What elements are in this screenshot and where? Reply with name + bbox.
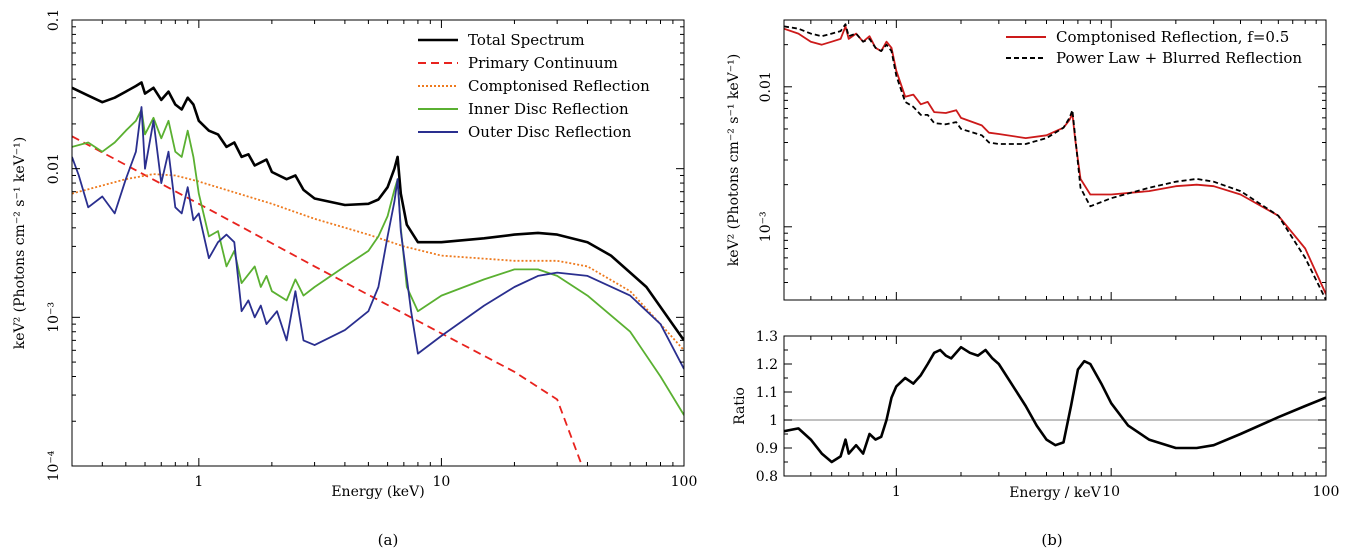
panel-a-chart: 1 10 100 0.1 0.01 10⁻³ 10⁻⁴ Energy (keV) keV² … — [12, 9, 697, 500]
legend-entry-label: Power Law + Blurred Reflection — [1056, 49, 1302, 67]
panel-b-ticks: 0.01 10⁻³ — [758, 20, 1327, 301]
y-tick-label: 0.1 — [46, 9, 62, 31]
y-tick-label: 10⁻⁴ — [46, 450, 62, 481]
y-tick-label: 1.2 — [756, 357, 778, 373]
caption-b: (b) — [1041, 531, 1062, 549]
legend-entry-label: Comptonised Reflection, f=0.5 — [1056, 28, 1289, 46]
panel-b-ratio-y-axis-label: Ratio — [732, 387, 748, 425]
panel-b-ratio-series-0 — [784, 345, 1326, 464]
legend-entry-label: Inner Disc Reflection — [468, 100, 629, 118]
panel-b-legend: Comptonised Reflection, f=0.5 Power Law +… — [1006, 28, 1302, 67]
y-tick-label: 1.3 — [756, 329, 778, 345]
y-tick-label: 0.8 — [756, 469, 778, 485]
x-tick-label: 100 — [1313, 484, 1340, 500]
panel-b-series-1 — [784, 23, 1326, 300]
panel-a-series-group — [72, 81, 684, 466]
caption-a: (a) — [378, 531, 399, 549]
panel-b-ratio-chart: 1 10 100 0.8 0.9 1 1.1 1.2 1.3 Energy / keV Rati… — [732, 329, 1339, 501]
panel-b-y-axis-label: keV² (Photons cm⁻² s⁻¹ keV⁻¹) — [726, 54, 742, 267]
panel-a-series-1 — [72, 135, 583, 466]
y-tick-label: 0.01 — [758, 71, 774, 102]
panel-a-series-0 — [72, 81, 684, 342]
x-tick-label: 1 — [194, 474, 203, 490]
legend-entry-label: Primary Continuum — [468, 54, 618, 72]
panel-a-plot-frame — [71, 19, 685, 467]
panel-a-series-4 — [72, 106, 684, 370]
legend-entry-label: Comptonised Reflection — [468, 77, 650, 95]
x-tick-label: 10 — [433, 474, 451, 490]
y-tick-label: 10⁻³ — [46, 302, 62, 333]
y-tick-label: 0.01 — [46, 153, 62, 184]
panel-b-ratio-series-group — [784, 345, 1326, 464]
panel-a-y-axis-label: keV² (Photons cm⁻² s⁻¹ keV⁻¹) — [12, 137, 28, 350]
y-tick-label: 0.9 — [756, 441, 778, 457]
legend-entry-label: Outer Disc Reflection — [468, 123, 632, 141]
y-tick-label: 1 — [769, 413, 778, 429]
y-tick-label: 1.1 — [756, 385, 778, 401]
panel-a-x-axis-label: Energy (keV) — [331, 484, 424, 500]
panel-a-series-3 — [72, 108, 684, 416]
y-tick-label: 10⁻³ — [758, 211, 774, 242]
panel-b-series-group — [784, 23, 1326, 300]
panel-a-ticks: 1 10 100 0.1 0.01 10⁻³ 10⁻⁴ — [46, 9, 697, 490]
panel-b-ratio-x-axis-label: Energy / keV — [1009, 485, 1101, 501]
panel-b-ratio-plot-frame — [783, 335, 1327, 477]
panel-b-chart: 0.01 10⁻³ keV² (Photons cm⁻² s⁻¹ keV⁻¹) C… — [726, 19, 1327, 301]
x-tick-label: 10 — [1102, 484, 1120, 500]
panel-b-series-0 — [784, 25, 1326, 295]
x-tick-label: 100 — [671, 474, 698, 490]
panel-b-ratio-ticks: 1 10 100 0.8 0.9 1 1.1 1.2 1.3 — [756, 329, 1340, 500]
x-tick-label: 1 — [892, 484, 901, 500]
legend-entry-label: Total Spectrum — [468, 31, 585, 49]
panel-a-legend: Total Spectrum Primary Continuum Comptonis… — [418, 31, 650, 141]
